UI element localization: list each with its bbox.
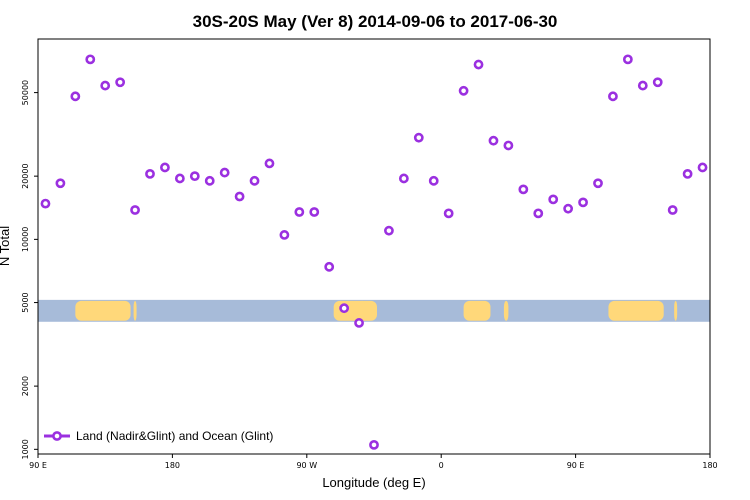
data-point <box>443 208 454 219</box>
data-point <box>608 91 618 102</box>
legend-marker <box>52 431 62 441</box>
data-point <box>249 175 260 186</box>
data-point <box>204 175 215 186</box>
y-axis: 1000 2000 5000 10000 20000 50000 <box>21 80 38 460</box>
map-band <box>38 299 710 322</box>
data-point <box>189 171 200 182</box>
data-point <box>563 203 574 214</box>
x-tick-label: 90 W <box>296 461 317 470</box>
data-point <box>622 54 633 65</box>
data-point <box>488 135 499 146</box>
data-point <box>160 162 170 173</box>
x-tick-label: 90 E <box>567 461 585 470</box>
data-point <box>413 132 424 143</box>
data-point <box>309 207 320 217</box>
land-patch <box>503 300 509 321</box>
y-tick-label: 5000 <box>21 292 30 312</box>
legend: Land (Nadir&Glint) and Ocean (Glint) <box>44 429 273 443</box>
data-point <box>324 261 335 272</box>
data-point <box>384 225 394 236</box>
data-point <box>40 198 51 209</box>
data-point <box>100 80 111 91</box>
y-axis-label: N Total <box>0 226 12 266</box>
data-point <box>533 208 544 219</box>
legend-label: Land (Nadir&Glint) and Ocean (Glint) <box>76 429 273 443</box>
data-point <box>398 173 409 184</box>
y-tick-label: 10000 <box>21 227 30 252</box>
data-points <box>40 54 708 450</box>
data-point <box>130 205 140 215</box>
plot-frame <box>37 38 711 455</box>
data-point <box>518 184 529 195</box>
data-point <box>473 59 484 70</box>
x-axis: 90 E 180 90 W 0 90 E 180 <box>29 454 718 470</box>
data-point <box>682 169 693 179</box>
x-tick-label: 180 <box>702 461 717 470</box>
data-point <box>458 85 469 96</box>
data-point <box>428 175 439 186</box>
data-point <box>145 169 155 179</box>
data-point <box>652 77 663 88</box>
data-point <box>85 54 96 65</box>
data-point <box>234 191 245 202</box>
data-point <box>279 230 290 240</box>
y-tick-label: 2000 <box>21 376 30 396</box>
chart-title: 30S-20S May (Ver 8) 2014-09-06 to 2017-0… <box>193 12 558 31</box>
data-point <box>637 80 648 91</box>
data-point <box>593 178 603 189</box>
data-point <box>219 167 230 178</box>
data-point <box>503 140 514 151</box>
data-point <box>697 162 708 173</box>
land-patch <box>359 300 366 321</box>
data-point <box>264 158 275 169</box>
data-point <box>369 439 379 450</box>
y-tick-label: 50000 <box>21 80 30 105</box>
data-point <box>339 303 350 314</box>
y-tick-label: 20000 <box>21 163 30 188</box>
x-tick-label: 90 E <box>29 461 47 470</box>
data-point <box>354 318 364 328</box>
data-point <box>70 91 81 102</box>
data-point <box>294 207 305 217</box>
land-patch <box>674 300 678 321</box>
y-tick-label: 1000 <box>21 439 30 459</box>
x-tick-label: 0 <box>439 461 444 470</box>
data-point <box>115 77 126 88</box>
data-point <box>174 173 185 184</box>
data-point <box>55 178 66 189</box>
data-point <box>548 194 559 205</box>
x-axis-label: Longitude (deg E) <box>322 475 425 490</box>
land-patch <box>133 300 137 321</box>
land-patch <box>463 300 491 321</box>
data-point <box>578 197 588 208</box>
x-tick-label: 180 <box>165 461 180 470</box>
land-patch <box>75 300 131 321</box>
land-patch <box>608 300 664 321</box>
data-point <box>667 205 678 215</box>
